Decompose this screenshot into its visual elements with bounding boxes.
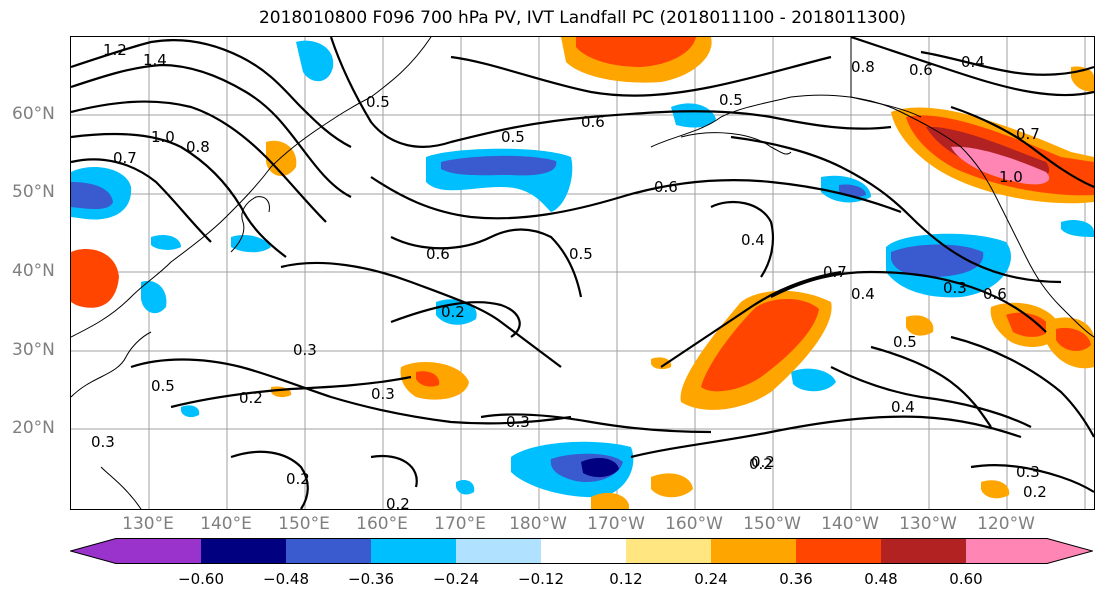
contour-label: 0.8 xyxy=(851,58,875,76)
lon-label: 160°W xyxy=(665,514,723,534)
contour-label: 0.3 xyxy=(943,279,967,297)
contour-label: 0.2 xyxy=(386,495,410,509)
contour-label: 1.2 xyxy=(103,41,127,59)
contour-label: 1.4 xyxy=(143,51,167,69)
positive-anomalies xyxy=(71,37,1094,509)
contour-label: 0.6 xyxy=(909,61,933,79)
contour-labels: 1.2 1.4 1.0 0.8 0.7 0.5 0.6 0.5 0.6 0.5 … xyxy=(91,41,1047,509)
contour-label: 0.2 xyxy=(751,453,775,471)
contour-label: 0.5 xyxy=(569,245,593,263)
contour-label: 0.6 xyxy=(426,245,450,263)
colorbar-segment xyxy=(286,538,371,564)
contour-label: 0.6 xyxy=(983,285,1007,303)
contour-label: 0.5 xyxy=(151,377,175,395)
contour-label: 1.0 xyxy=(151,128,175,146)
lon-label: 140°W xyxy=(821,514,879,534)
colorbar-tick: −0.48 xyxy=(263,570,309,588)
contour-label: 0.6 xyxy=(654,178,678,196)
colorbar-tick: −0.12 xyxy=(518,570,564,588)
contour-label: 0.3 xyxy=(506,413,530,431)
colorbar-segment xyxy=(371,538,456,564)
contour-label: 0.3 xyxy=(371,385,395,403)
contour-label: 0.3 xyxy=(91,433,115,451)
colorbar-tick: −0.60 xyxy=(178,570,224,588)
colorbar-segment xyxy=(881,538,966,564)
contour-label: 0.2 xyxy=(239,389,263,407)
contour-label: 1.0 xyxy=(999,168,1023,186)
colorbar-segment xyxy=(116,538,201,564)
lon-label: 150°E xyxy=(278,514,330,534)
colorbar-segment xyxy=(456,538,541,564)
contour-label: 0.6 xyxy=(581,113,605,131)
colorbar-segment xyxy=(541,538,626,564)
colorbar-tick: 0.36 xyxy=(779,570,813,588)
lon-label: 120°W xyxy=(977,514,1035,534)
colorbar-segment xyxy=(796,538,881,564)
contour-label: 0.5 xyxy=(719,91,743,109)
colorbar-tick: −0.36 xyxy=(348,570,394,588)
colorbar-tick: 0.48 xyxy=(864,570,898,588)
contour-label: 0.7 xyxy=(113,149,137,167)
colorbar-tick: 0.60 xyxy=(949,570,983,588)
colorbar-segment xyxy=(711,538,796,564)
colorbar-segment xyxy=(201,538,286,564)
contour-label: 0.4 xyxy=(851,285,875,303)
lon-label: 130°E xyxy=(122,514,174,534)
map-canvas: 1.2 1.4 1.0 0.8 0.7 0.5 0.6 0.5 0.6 0.5 … xyxy=(71,37,1094,509)
contour-label: 0.5 xyxy=(501,128,525,146)
colorbar-segment xyxy=(70,538,116,564)
contour-label: 0.2 xyxy=(1023,483,1047,501)
contour-label: 0.4 xyxy=(891,398,915,416)
map-panel: 1.2 1.4 1.0 0.8 0.7 0.5 0.6 0.5 0.6 0.5 … xyxy=(70,36,1095,510)
contour-label: 0.4 xyxy=(961,53,985,71)
negative-anomalies xyxy=(71,40,1094,498)
lat-label: 50°N xyxy=(12,182,55,202)
lat-label: 20°N xyxy=(12,418,55,438)
colorbar-tick: 0.12 xyxy=(609,570,643,588)
contour-label: 0.7 xyxy=(1016,125,1040,143)
contour-label: 0.4 xyxy=(741,231,765,249)
contour-label: 0.3 xyxy=(293,341,317,359)
contour-label: 0.2 xyxy=(286,470,310,488)
contour-label: 0.5 xyxy=(893,333,917,351)
lon-label: 140°E xyxy=(200,514,252,534)
lon-label: 130°W xyxy=(899,514,957,534)
lon-label: 180°W xyxy=(509,514,567,534)
contour-label: 0.8 xyxy=(186,138,210,156)
colorbar-segment xyxy=(966,538,1047,564)
contour-label: 0.3 xyxy=(1016,463,1040,481)
lon-label: 170°E xyxy=(434,514,486,534)
map-title: 2018010800 F096 700 hPa PV, IVT Landfall… xyxy=(258,8,906,28)
colorbar xyxy=(70,538,1093,564)
lat-label: 40°N xyxy=(12,261,55,281)
colorbar-tick: −0.24 xyxy=(433,570,479,588)
contour-label: 0.5 xyxy=(366,93,390,111)
contour-label: 0.7 xyxy=(823,263,847,281)
coastlines xyxy=(71,37,1094,509)
lon-label: 150°W xyxy=(743,514,801,534)
pv-contours xyxy=(71,37,1094,509)
lon-label: 170°W xyxy=(587,514,645,534)
lat-label: 30°N xyxy=(12,340,55,360)
contour-label: 0.2 xyxy=(749,455,773,473)
colorbar-tick: 0.24 xyxy=(694,570,728,588)
colorbar-segment xyxy=(626,538,711,564)
colorbar-segment xyxy=(1047,538,1093,564)
contour-label: 0.2 xyxy=(441,303,465,321)
lat-label: 60°N xyxy=(12,104,55,124)
lon-label: 160°E xyxy=(356,514,408,534)
